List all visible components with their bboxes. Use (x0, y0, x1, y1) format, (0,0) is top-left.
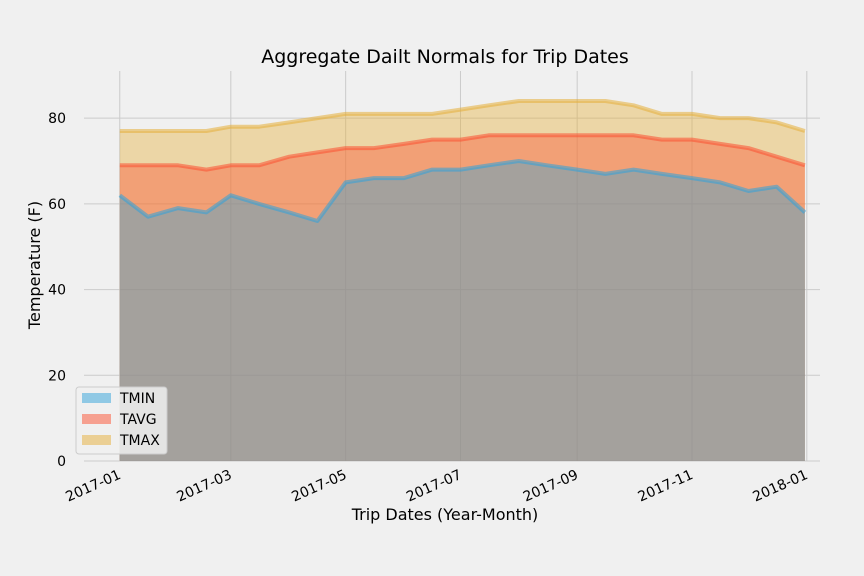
x-tick-labels: 2017-01 2017-03 2017-05 2017-07 2017-09 2017-… (63, 467, 810, 505)
y-tick-label: 40 (48, 283, 66, 299)
area-tmin (119, 161, 805, 461)
area-tmax (119, 101, 805, 461)
legend-label-tmin: TMIN (119, 391, 155, 407)
line-tavg (119, 133, 806, 172)
y-axis-label: Temperature (F) (25, 201, 44, 330)
x-tick-label: 2017-01 (63, 467, 123, 505)
x-axis-label: Trip Dates (Year-Month) (351, 505, 539, 524)
chart-title: Aggregate Dailt Normals for Trip Dates (261, 46, 629, 68)
x-tick-label: 2018-01 (751, 467, 811, 505)
y-tick-label: 60 (48, 197, 66, 213)
line-tmin (118, 159, 807, 223)
x-tick-label: 2017-07 (404, 467, 464, 505)
y-tick-label: 0 (57, 454, 66, 470)
grid-lines (84, 71, 820, 462)
series-lines (118, 99, 807, 223)
series-areas (119, 101, 805, 462)
legend-label-tmax: TMAX (119, 433, 160, 449)
legend: TMIN TAVG TMAX (75, 386, 168, 455)
y-tick-labels: 0 20 40 60 80 (48, 111, 66, 470)
area-tavg (119, 135, 805, 462)
legend-swatch-tmin (82, 393, 111, 403)
x-tick-label: 2017-09 (521, 467, 581, 505)
x-tick-label: 2017-03 (175, 467, 235, 505)
y-tick-label: 80 (48, 111, 66, 127)
legend-label-tavg: TAVG (119, 412, 157, 428)
x-tick-label: 2017-11 (636, 467, 696, 505)
x-tick-label: 2017-05 (289, 467, 349, 505)
line-tmax (119, 99, 806, 133)
legend-swatch-tavg (82, 414, 111, 424)
legend-swatch-tmax (82, 435, 111, 445)
y-tick-label: 20 (48, 368, 66, 384)
